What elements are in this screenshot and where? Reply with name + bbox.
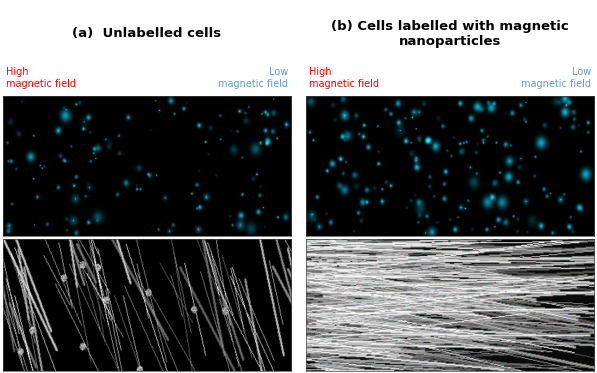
Text: High
magnetic field: High magnetic field: [6, 67, 76, 89]
Text: High
magnetic field: High magnetic field: [309, 67, 379, 89]
Text: Low
magnetic field: Low magnetic field: [218, 67, 288, 89]
Text: (a)  Unlabelled cells: (a) Unlabelled cells: [72, 28, 221, 40]
Text: (b) Cells labelled with magnetic
nanoparticles: (b) Cells labelled with magnetic nanopar…: [331, 20, 569, 48]
Text: Low
magnetic field: Low magnetic field: [521, 67, 591, 89]
